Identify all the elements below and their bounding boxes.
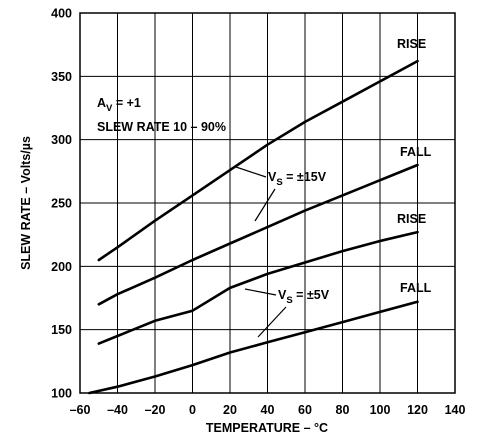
y-tick-label: 250 (51, 197, 72, 211)
x-tick-label: 20 (223, 403, 237, 417)
slew-rate-annotation: SLEW RATE 10 – 90% (97, 120, 226, 134)
vs-5v-leader-rise (244, 288, 277, 296)
x-tick-label: –40 (107, 403, 128, 417)
x-tick-label: –60 (70, 403, 91, 417)
y-tick-label: 300 (51, 133, 72, 147)
plot-frame (79, 12, 456, 394)
vs-15v-leader-rise (235, 166, 267, 178)
x-tick-label: 80 (336, 403, 350, 417)
vs-15v-subscript: S (276, 177, 282, 188)
gain-value: +1 (127, 96, 141, 110)
x-tick-label: –20 (145, 403, 166, 417)
y-tick-label: 200 (51, 260, 72, 274)
x-tick-label: 100 (370, 403, 391, 417)
vs-5v-leader-fall (257, 306, 287, 338)
y-tick-label: 400 (51, 7, 72, 21)
gain-annotation: AV = +1 (97, 96, 141, 114)
vs-15v-annotation: VS = ±15V (268, 170, 327, 188)
x-tick-label: 140 (445, 403, 466, 417)
vs-5v-value: = ±5V (293, 288, 330, 302)
vs-5v-annotation: VS = ±5V (278, 288, 330, 306)
y-axis-title: SLEW RATE – Volts/µs (19, 136, 33, 270)
series-label-rise-5v: RISE (397, 212, 426, 226)
tick-labels: –60 –40 –20 0 20 40 60 80 100 120 140 100 150 200 250 3… (51, 7, 465, 418)
y-tick-label: 350 (51, 70, 72, 84)
series-line-fall-vs-5v-3 (88, 300, 419, 395)
x-tick-label: 0 (189, 403, 196, 417)
gain-symbol: A (97, 96, 106, 110)
series-label-rise-15v: RISE (397, 37, 426, 51)
series-line-rise-vs-5v-2 (97, 230, 419, 345)
vs-5v-subscript: S (286, 295, 292, 306)
series-label-fall-15v: FALL (400, 145, 432, 159)
vs-15v-symbol: V (268, 170, 277, 184)
x-tick-label: 120 (407, 403, 428, 417)
vs-15v-leader-fall (254, 188, 276, 222)
series-lines (88, 59, 419, 395)
series-line-fall-vs-15v-1 (97, 163, 419, 306)
x-axis-title: TEMPERATURE – °C (206, 421, 328, 435)
y-tick-label: 100 (51, 387, 72, 401)
vs-5v-symbol: V (278, 288, 287, 302)
vs-15v-value: = ±15V (283, 170, 327, 184)
series-label-fall-5v: FALL (400, 281, 432, 295)
gain-subscript: V (106, 103, 113, 114)
y-tick-label: 150 (51, 323, 72, 337)
x-tick-label: 60 (298, 403, 312, 417)
series-line-rise-vs-15v-0 (97, 59, 419, 262)
x-tick-label: 40 (261, 403, 275, 417)
